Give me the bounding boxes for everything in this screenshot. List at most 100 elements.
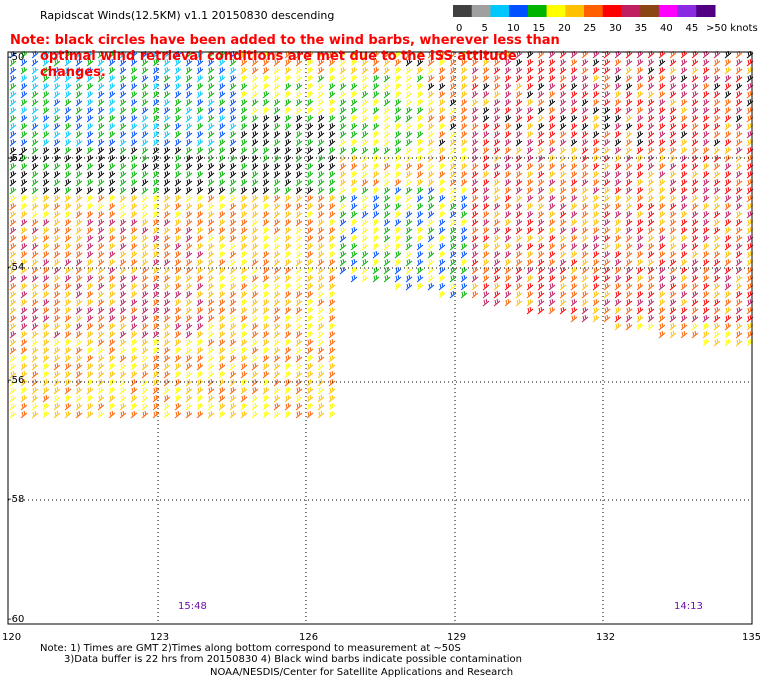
- wind-barb: [218, 106, 226, 115]
- wind-barb: [559, 242, 567, 251]
- wind-barb: [515, 282, 523, 291]
- wind-barb: [9, 362, 17, 371]
- wind-barb: [240, 82, 248, 91]
- wind-barb: [273, 226, 281, 235]
- wind-barb: [119, 98, 127, 107]
- wind-barb: [394, 58, 402, 67]
- wind-barb: [163, 138, 171, 147]
- wind-barb: [636, 122, 644, 131]
- wind-barb: [306, 66, 314, 75]
- wind-barb: [185, 410, 193, 419]
- wind-barb: [152, 362, 160, 371]
- wind-barb: [31, 370, 39, 379]
- wind-barb: [141, 122, 149, 131]
- wind-barb: [504, 258, 512, 267]
- wind-barb: [163, 402, 171, 411]
- wind-barb: [207, 106, 215, 115]
- wind-barb: [86, 314, 94, 323]
- wind-barb: [559, 162, 567, 171]
- wind-barb: [405, 122, 413, 131]
- colorbar-label: 15: [533, 23, 546, 34]
- wind-barb: [449, 226, 457, 235]
- wind-barb: [317, 66, 325, 75]
- wind-barb: [97, 66, 105, 75]
- wind-barb: [636, 202, 644, 211]
- wind-barb: [86, 98, 94, 107]
- wind-barb: [317, 210, 325, 219]
- wind-barb: [592, 122, 600, 131]
- wind-barb: [9, 234, 17, 243]
- wind-barb: [647, 114, 655, 123]
- wind-barb: [218, 186, 226, 195]
- wind-barb: [141, 330, 149, 339]
- wind-barb: [262, 66, 270, 75]
- wind-barb: [240, 402, 248, 411]
- wind-barb: [295, 202, 303, 211]
- wind-barb: [570, 146, 578, 155]
- wind-barb: [416, 162, 424, 171]
- wind-barb: [262, 386, 270, 395]
- wind-barb: [141, 234, 149, 243]
- wind-barb: [119, 170, 127, 179]
- wind-barb: [691, 314, 699, 323]
- wind-barb: [31, 338, 39, 347]
- wind-barb: [108, 402, 116, 411]
- wind-barb: [251, 314, 259, 323]
- wind-barb: [669, 122, 677, 131]
- wind-barb: [218, 202, 226, 211]
- wind-barb: [130, 322, 138, 331]
- wind-barb: [647, 250, 655, 259]
- wind-barb: [394, 170, 402, 179]
- wind-barb: [97, 290, 105, 299]
- wind-barb: [724, 90, 732, 99]
- wind-barb: [9, 122, 17, 131]
- wind-barb: [130, 194, 138, 203]
- wind-barb: [328, 98, 336, 107]
- wind-barb: [130, 250, 138, 259]
- wind-barb: [405, 106, 413, 115]
- wind-barb: [31, 266, 39, 275]
- wind-barb: [207, 98, 215, 107]
- wind-barb: [317, 266, 325, 275]
- wind-barb: [229, 394, 237, 403]
- wind-barb: [163, 290, 171, 299]
- wind-barb: [460, 98, 468, 107]
- wind-barb: [317, 106, 325, 115]
- wind-barb: [86, 394, 94, 403]
- wind-barb: [9, 290, 17, 299]
- wind-barb: [174, 314, 182, 323]
- wind-barb: [592, 178, 600, 187]
- wind-barb: [713, 66, 721, 75]
- wind-barb: [9, 178, 17, 187]
- wind-barb: [53, 74, 61, 83]
- wind-barb: [493, 74, 501, 83]
- wind-barb: [350, 274, 358, 283]
- wind-barb: [317, 346, 325, 355]
- wind-barb: [174, 210, 182, 219]
- wind-barb: [152, 122, 160, 131]
- wind-barb: [141, 66, 149, 75]
- wind-barb: [306, 258, 314, 267]
- wind-barb: [482, 186, 490, 195]
- wind-barb: [75, 338, 83, 347]
- wind-barb: [438, 242, 446, 251]
- wind-barb: [31, 290, 39, 299]
- wind-barb: [306, 146, 314, 155]
- wind-barb: [658, 98, 666, 107]
- wind-barb: [383, 178, 391, 187]
- wind-barb: [438, 210, 446, 219]
- wind-barb: [614, 226, 622, 235]
- wind-barb: [603, 290, 611, 299]
- wind-barb: [504, 274, 512, 283]
- wind-barb: [460, 138, 468, 147]
- wind-barb: [537, 122, 545, 131]
- wind-barb: [636, 130, 644, 139]
- colorbar-swatch: [621, 5, 641, 17]
- wind-barb: [284, 162, 292, 171]
- wind-barb: [262, 90, 270, 99]
- wind-barb: [625, 74, 633, 83]
- wind-barb: [658, 274, 666, 283]
- wind-barb: [20, 146, 28, 155]
- wind-barb: [141, 74, 149, 83]
- wind-barb: [361, 66, 369, 75]
